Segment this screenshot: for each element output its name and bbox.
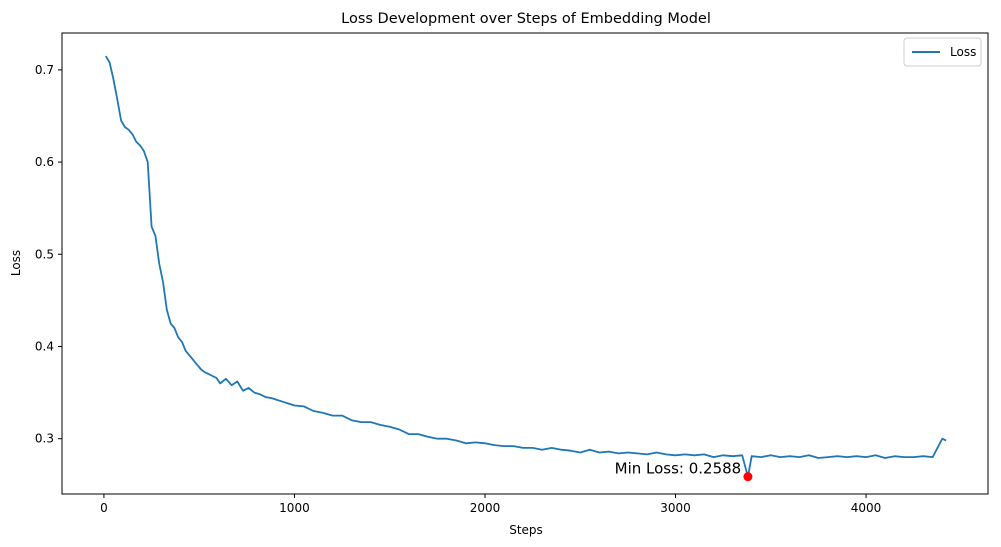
x-tick-label: 4000	[851, 501, 882, 515]
plot-area	[61, 32, 989, 495]
y-axis-label: Loss	[9, 250, 23, 276]
legend-label-loss: Loss	[950, 45, 976, 59]
legend-box	[903, 37, 982, 67]
y-tick-label: 0.6	[35, 155, 54, 169]
chart-title: Loss Development over Steps of Embedding…	[341, 11, 711, 27]
x-tick-label: 1000	[279, 501, 310, 515]
series-line-loss	[105, 55, 947, 478]
min-loss-marker	[743, 472, 753, 482]
legend: Loss	[903, 37, 982, 67]
y-tick-label: 0.5	[35, 247, 54, 261]
series-layer	[105, 55, 947, 478]
min-loss-annotation: Min Loss: 0.2588	[615, 460, 742, 478]
x-axis: 0 1000 2000 3000 4000	[100, 494, 881, 515]
x-axis-label: Steps	[509, 523, 543, 537]
x-tick-label: 3000	[660, 501, 691, 515]
y-axis: 0.3 0.4 0.5 0.6 0.7	[35, 63, 62, 446]
plot-frame	[61, 32, 989, 495]
y-tick-label: 0.4	[35, 339, 54, 353]
annotation-layer: Min Loss: 0.2588	[615, 460, 753, 482]
x-tick-label: 2000	[470, 501, 501, 515]
y-tick-label: 0.3	[35, 432, 54, 446]
y-tick-label: 0.7	[35, 63, 54, 77]
x-tick-label: 0	[100, 501, 108, 515]
